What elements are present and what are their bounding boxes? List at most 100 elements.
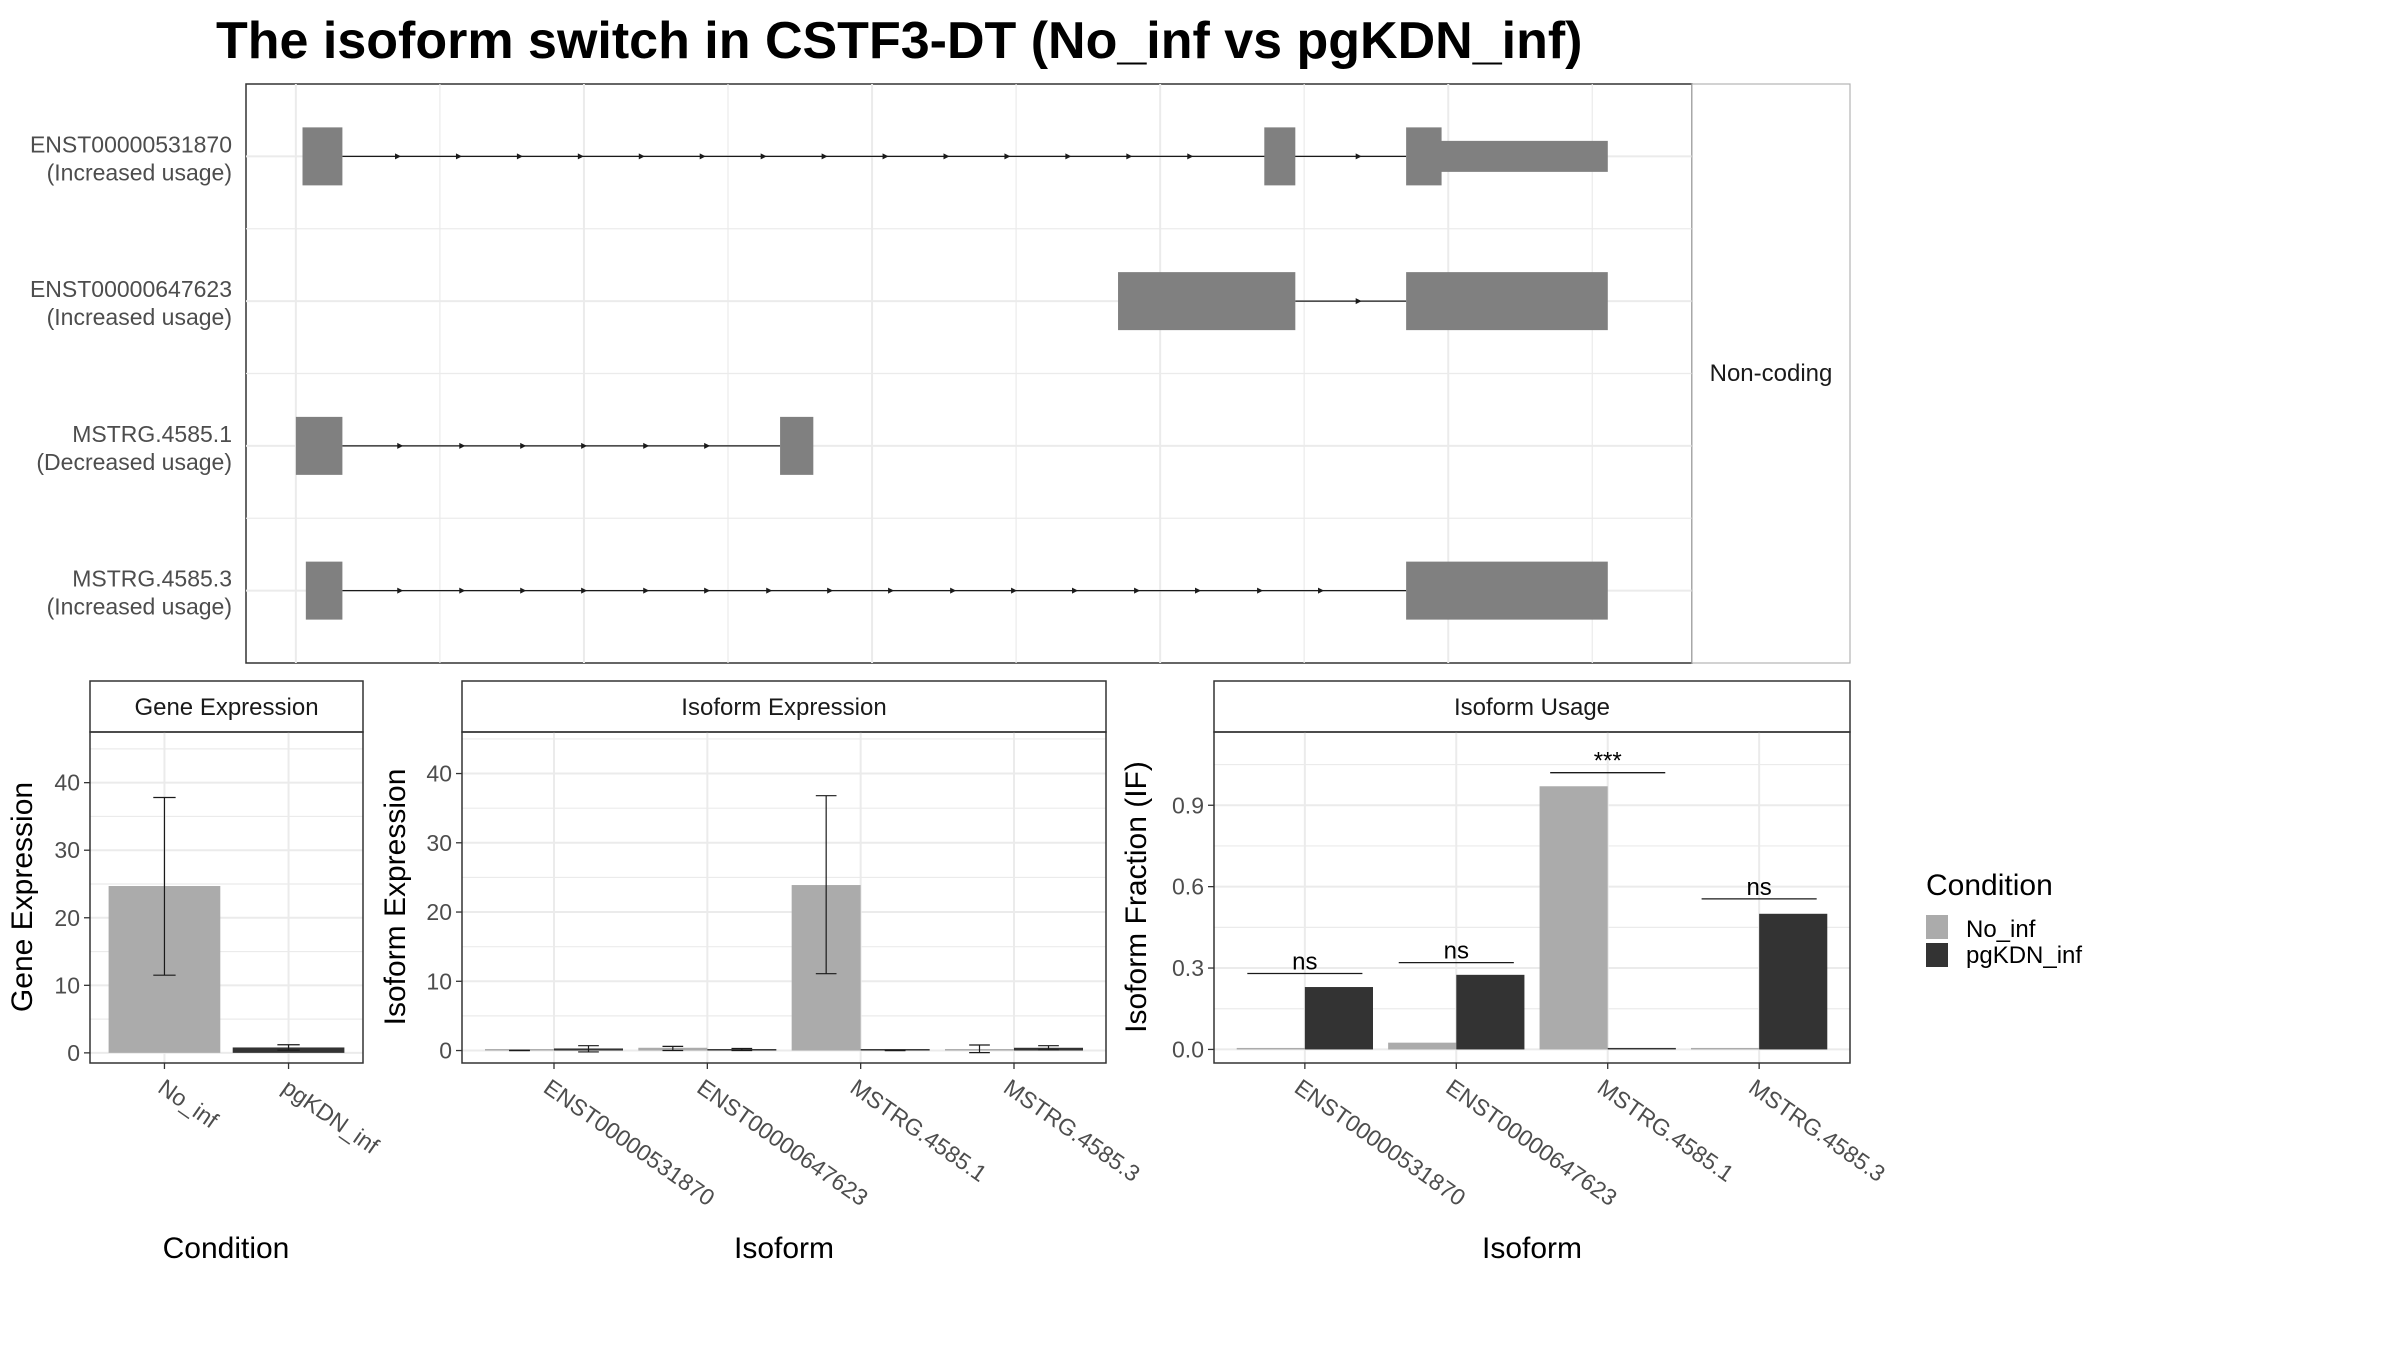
intron-arrow: [821, 153, 828, 160]
utr-block: [1440, 140, 1608, 172]
y-tick-label: 0: [439, 1038, 452, 1064]
intron-arrow: [704, 442, 711, 449]
exon-block: [305, 561, 343, 620]
isoform-expression-xlabel: Isoform: [734, 1232, 834, 1265]
transcript-usage-label: (Increased usage): [47, 304, 232, 330]
y-tick-label: 0.6: [1172, 874, 1204, 900]
intron-arrow: [638, 153, 645, 160]
legend-key-pgkdn-inf: [1926, 943, 1948, 967]
y-tick-label: 30: [426, 830, 452, 856]
isoform-expression-ylabel: Isoform Expression: [379, 769, 412, 1026]
x-tick-label: MSTRG.4585.1: [1593, 1074, 1739, 1187]
exon-block: [780, 416, 814, 475]
intron-arrow: [888, 587, 895, 594]
intron-arrow: [397, 587, 404, 594]
y-tick-label: 10: [426, 968, 452, 994]
intron-arrow: [1134, 587, 1141, 594]
transcript-track: [305, 561, 1608, 620]
legend-title: Condition: [1926, 869, 2053, 902]
bar-no-inf: [1388, 1042, 1457, 1050]
isoform-expression-strip: [461, 680, 1107, 733]
bar-no-inf: [1691, 1047, 1760, 1050]
significance-label: ns: [1292, 948, 1317, 975]
intron-arrow: [1072, 587, 1079, 594]
intron-arrow: [1004, 153, 1011, 160]
gene-expression-strip: [89, 680, 364, 733]
intron-arrow: [704, 587, 711, 594]
transcript-name-label: MSTRG.4585.3: [72, 566, 232, 592]
isoform-expression-panel: Isoform Expression 010203040ENST00000531…: [379, 680, 1145, 1265]
y-tick-label: 10: [54, 972, 80, 998]
isoform-expression-strip-title: Isoform Expression: [681, 694, 886, 721]
transcript-track: [302, 127, 1608, 186]
exon-block: [1118, 272, 1296, 331]
gene-expression-ylabel: Gene Expression: [6, 782, 39, 1012]
significance-label: ns: [1746, 874, 1771, 901]
transcript-usage-label: (Decreased usage): [36, 449, 232, 475]
exon-block: [295, 416, 343, 475]
y-tick-label: 0.9: [1172, 792, 1204, 818]
isoform-expression-border: [461, 731, 1107, 1064]
intron-arrow: [943, 153, 950, 160]
x-tick-label: MSTRG.4585.3: [1744, 1074, 1890, 1187]
transcript-name-label: ENST00000647623: [30, 276, 232, 302]
intron-arrow: [699, 153, 706, 160]
intron-arrow: [643, 587, 650, 594]
intron-arrow: [520, 442, 527, 449]
intron-arrow: [1011, 587, 1018, 594]
gene-structure-panel: ENST00000531870(Increased usage)ENST0000…: [30, 83, 1851, 664]
transcript-name-label: MSTRG.4585.1: [72, 421, 232, 447]
x-tick-label: No_inf: [154, 1074, 224, 1134]
legend-label-no-inf: No_inf: [1966, 916, 2036, 943]
intron-arrow: [760, 153, 767, 160]
transcript-track: [295, 416, 814, 475]
transcript-usage-label: (Increased usage): [47, 159, 232, 185]
intron-arrow: [1355, 153, 1362, 160]
isoform-usage-border: [1213, 731, 1851, 1064]
intron-arrow: [516, 153, 523, 160]
significance-label: ns: [1444, 938, 1469, 965]
exon-block: [1406, 127, 1442, 186]
intron-arrow: [1126, 153, 1133, 160]
isoform-usage-strip-title: Isoform Usage: [1454, 694, 1610, 721]
intron-arrow: [459, 442, 466, 449]
intron-arrow: [1065, 153, 1072, 160]
intron-arrow: [520, 587, 527, 594]
gene-structure-strip: [1691, 83, 1851, 664]
gene-expression-strip-title: Gene Expression: [134, 694, 318, 721]
x-tick-label: MSTRG.4585.3: [999, 1074, 1145, 1187]
legend-label-pgkdn-inf: pgKDN_inf: [1966, 942, 2082, 969]
intron-arrow: [950, 587, 957, 594]
isoform-usage-strip: [1213, 680, 1851, 733]
x-tick-label: pgKDN_inf: [278, 1074, 385, 1159]
y-tick-label: 20: [426, 899, 452, 925]
intron-arrow: [1195, 587, 1202, 594]
isoform-usage-ylabel: Isoform Fraction (IF): [1120, 761, 1153, 1033]
y-tick-label: 20: [54, 905, 80, 931]
strip-label-non-coding: Non-coding: [1710, 360, 1833, 387]
bar-pgkdn-inf: [1304, 987, 1373, 1050]
intron-arrow: [882, 153, 889, 160]
y-tick-label: 0.3: [1172, 955, 1204, 981]
intron-arrow: [1187, 153, 1194, 160]
gene-expression-border: [89, 731, 364, 1064]
intron-arrow: [643, 442, 650, 449]
bar-no-inf: [1236, 1047, 1305, 1050]
exon-block: [302, 127, 343, 186]
intron-arrow: [581, 587, 588, 594]
bar-pgkdn-inf: [1607, 1047, 1676, 1050]
transcript-track: [1118, 272, 1608, 331]
exon-block: [1264, 127, 1296, 186]
y-tick-label: 40: [54, 770, 80, 796]
bar-pgkdn-inf: [860, 1049, 930, 1051]
intron-arrow: [459, 587, 466, 594]
bar-pgkdn-inf: [1759, 913, 1828, 1050]
intron-arrow: [1257, 587, 1264, 594]
intron-arrow: [1318, 587, 1325, 594]
isoform-usage-xlabel: Isoform: [1482, 1232, 1582, 1265]
intron-arrow: [581, 442, 588, 449]
intron-arrow: [827, 587, 834, 594]
intron-arrow: [1355, 298, 1362, 305]
figure-title: The isoform switch in CSTF3-DT (No_inf v…: [216, 12, 1582, 70]
